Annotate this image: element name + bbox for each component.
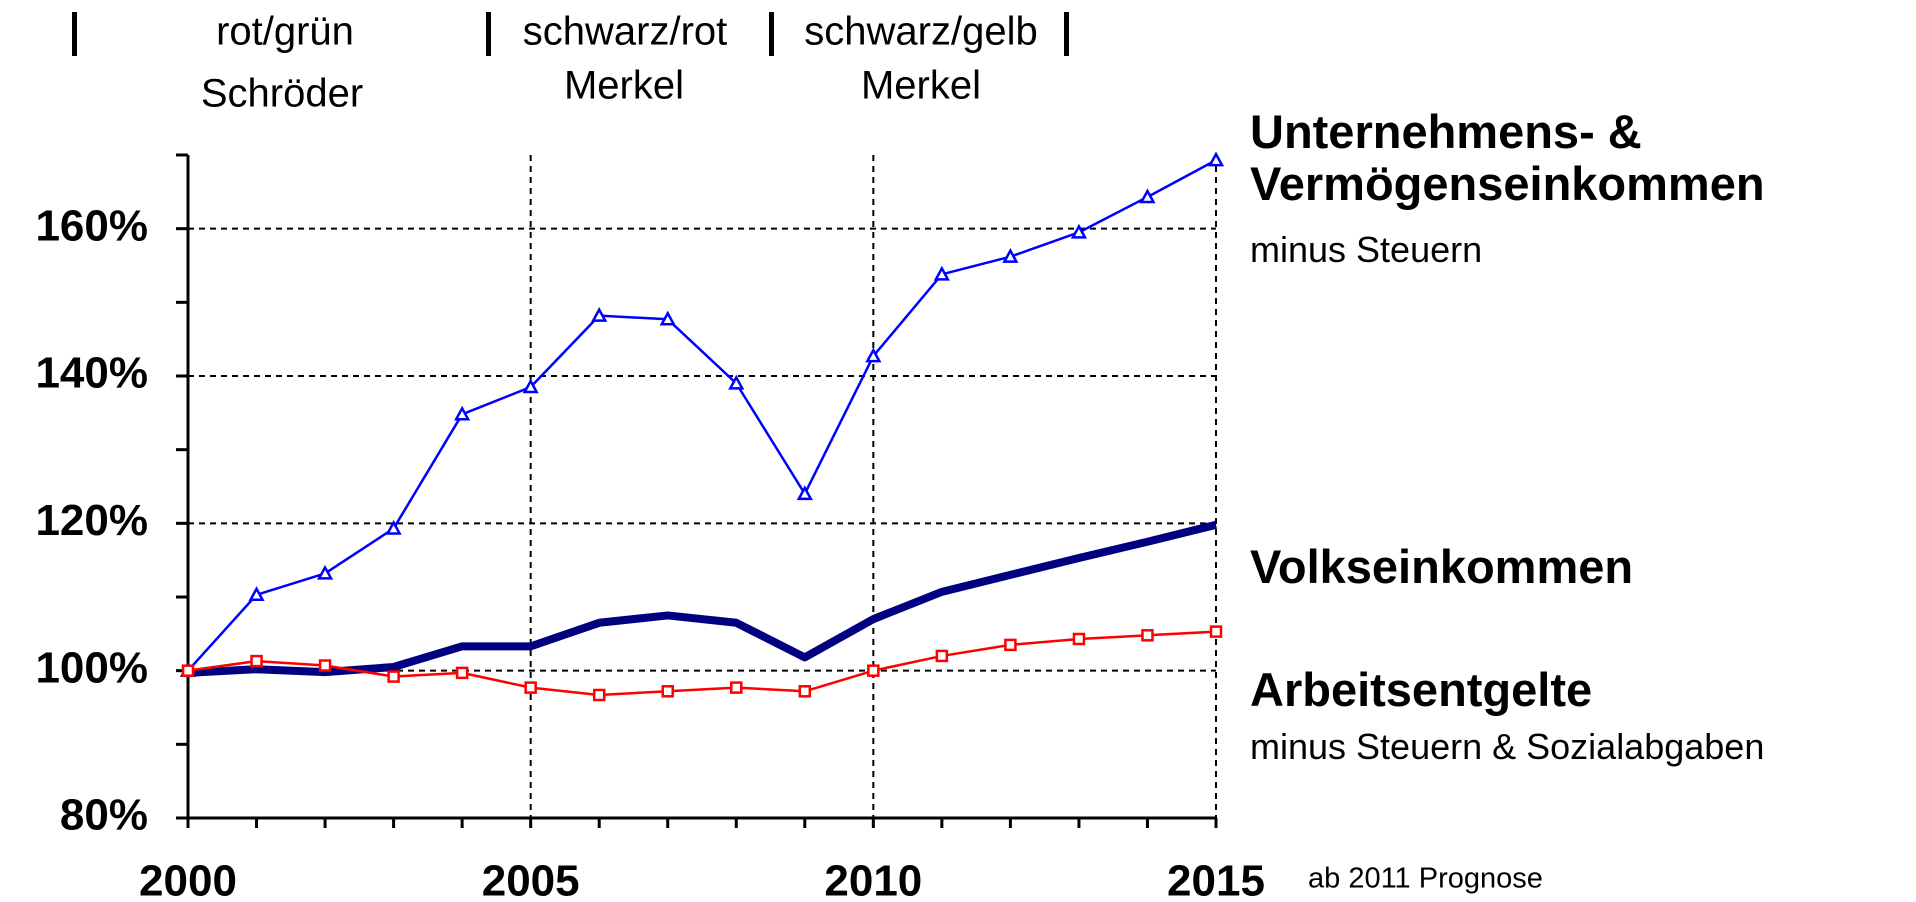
period-label: schwarz/gelb	[804, 10, 1037, 54]
marker	[318, 659, 332, 672]
series-line	[187, 159, 1217, 672]
marker	[1002, 248, 1019, 263]
marker	[316, 564, 334, 580]
marker	[933, 265, 950, 281]
marker	[454, 405, 471, 421]
marker	[1209, 625, 1223, 638]
note: ab 2011 Prognose	[1308, 863, 1543, 895]
period-leader: Merkel	[861, 64, 981, 108]
period-leader: Schröder	[201, 72, 363, 116]
marker	[1070, 223, 1088, 239]
marker	[250, 654, 263, 668]
period-label: rot/grün	[216, 10, 354, 54]
marker	[867, 664, 880, 677]
marker	[1207, 151, 1225, 167]
period-label: schwarz/rot	[523, 10, 728, 54]
y-tick-label: 120%	[35, 496, 148, 545]
period-leader: Merkel	[564, 64, 684, 108]
x-tick-label: 2015	[1167, 857, 1265, 902]
marker	[524, 681, 537, 694]
series-line	[187, 630, 1217, 697]
x-tick-label: 2000	[139, 857, 237, 902]
y-tick-label: 140%	[35, 349, 148, 398]
marker	[730, 681, 743, 694]
marker	[385, 519, 402, 535]
y-tick-label: 100%	[35, 643, 148, 692]
marker	[661, 685, 674, 698]
marker	[181, 664, 195, 677]
marker	[728, 374, 745, 390]
x-tick-label: 2010	[824, 857, 922, 902]
marker	[798, 685, 812, 698]
series-line	[187, 520, 1217, 677]
marker	[1141, 629, 1154, 642]
period-divider	[486, 12, 491, 56]
marker	[1072, 632, 1086, 646]
marker	[865, 347, 882, 363]
series-note: minus Steuern & Sozialabgaben	[1250, 726, 1765, 767]
marker	[387, 670, 400, 683]
x-tick-label: 2005	[482, 857, 580, 902]
series-label: Arbeitsentgelte	[1250, 663, 1593, 716]
series-label: Volkseinkommen	[1250, 540, 1634, 593]
period-divider	[769, 12, 774, 56]
marker	[592, 688, 606, 702]
y-tick-label: 80%	[60, 791, 148, 840]
marker	[591, 306, 608, 322]
marker	[455, 666, 469, 680]
marker	[248, 586, 265, 602]
period-divider	[72, 12, 77, 56]
marker	[659, 310, 676, 326]
marker	[1139, 188, 1156, 204]
marker	[522, 378, 539, 394]
y-tick-label: 160%	[35, 201, 148, 250]
period-divider	[1064, 12, 1069, 56]
marker	[935, 649, 949, 663]
marker	[1004, 638, 1017, 652]
series-note: minus Steuern	[1250, 229, 1483, 270]
marker	[796, 485, 813, 501]
series-label: Unternehmens- & Vermögenseinkommen	[1250, 105, 1765, 210]
